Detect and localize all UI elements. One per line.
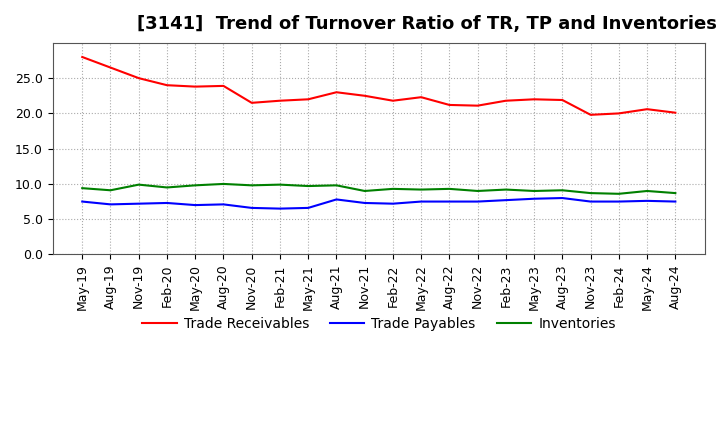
Trade Receivables [360,93,369,99]
Trade Receivables [643,106,652,112]
Trade Receivables [106,65,114,70]
Trade Receivables [135,76,143,81]
Trade Payables [558,195,567,201]
Trade Payables [135,201,143,206]
Trade Receivables [219,83,228,88]
Inventories [615,191,624,196]
Trade Receivables [191,84,199,89]
Line: Trade Receivables: Trade Receivables [82,57,675,115]
Inventories [78,186,86,191]
Inventories [445,186,454,191]
Trade Receivables [530,97,539,102]
Trade Receivables [586,112,595,117]
Inventories [643,188,652,194]
Trade Receivables [417,95,426,100]
Trade Payables [502,198,510,203]
Legend: Trade Receivables, Trade Payables, Inventories: Trade Receivables, Trade Payables, Inven… [136,311,621,336]
Trade Payables [360,200,369,205]
Inventories [219,181,228,187]
Trade Payables [78,199,86,204]
Text: [3141]  Trend of Turnover Ratio of TR, TP and Inventories: [3141] Trend of Turnover Ratio of TR, TP… [138,15,717,33]
Line: Trade Payables: Trade Payables [82,198,675,209]
Inventories [417,187,426,192]
Trade Receivables [558,97,567,103]
Inventories [248,183,256,188]
Trade Payables [671,199,680,204]
Inventories [360,188,369,194]
Inventories [502,187,510,192]
Trade Payables [389,201,397,206]
Inventories [106,187,114,193]
Trade Payables [417,199,426,204]
Trade Payables [615,199,624,204]
Trade Receivables [163,83,171,88]
Trade Payables [643,198,652,203]
Trade Receivables [473,103,482,108]
Inventories [135,182,143,187]
Trade Receivables [389,98,397,103]
Trade Receivables [615,111,624,116]
Trade Payables [445,199,454,204]
Line: Inventories: Inventories [82,184,675,194]
Inventories [473,188,482,194]
Trade Payables [219,202,228,207]
Inventories [332,183,341,188]
Inventories [304,183,312,189]
Trade Payables [163,200,171,205]
Trade Receivables [332,90,341,95]
Trade Receivables [78,55,86,60]
Inventories [276,182,284,187]
Trade Receivables [248,100,256,106]
Trade Receivables [445,103,454,108]
Trade Payables [276,206,284,211]
Inventories [389,186,397,191]
Trade Receivables [671,110,680,115]
Inventories [671,191,680,196]
Trade Payables [586,199,595,204]
Trade Payables [304,205,312,211]
Trade Payables [106,202,114,207]
Trade Receivables [502,98,510,103]
Trade Receivables [276,98,284,103]
Trade Payables [248,205,256,211]
Inventories [530,188,539,194]
Inventories [586,191,595,196]
Trade Receivables [304,97,312,102]
Trade Payables [332,197,341,202]
Inventories [163,185,171,190]
Trade Payables [530,196,539,202]
Inventories [558,187,567,193]
Inventories [191,183,199,188]
Trade Payables [191,202,199,208]
Trade Payables [473,199,482,204]
